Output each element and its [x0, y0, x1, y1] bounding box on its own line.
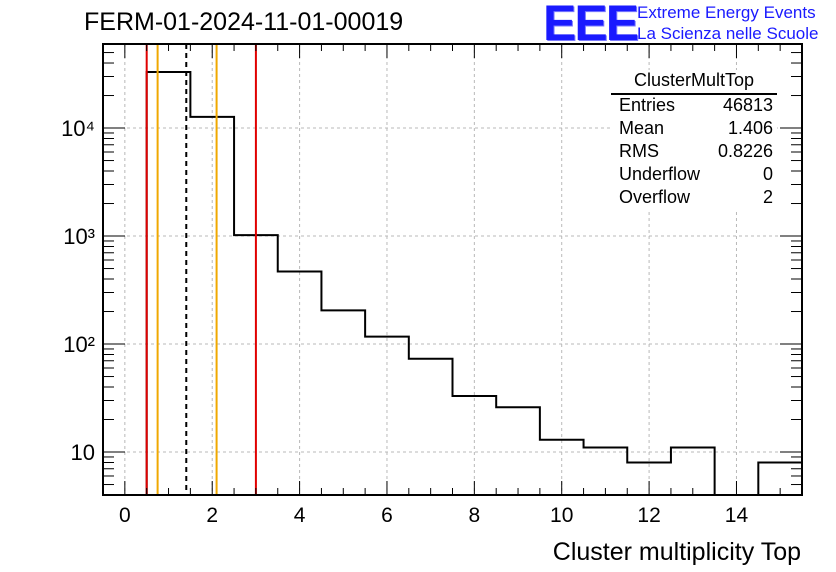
stats-label: Entries [619, 95, 676, 115]
marker-lines-layer [145, 44, 257, 495]
y-tick-label: 10 [71, 440, 95, 465]
stats-value: 1.406 [727, 118, 773, 138]
stats-label: Mean [619, 118, 665, 138]
y-ticks-layer: 10 10² 10³ 10⁴ [61, 43, 802, 496]
y-tick-label: 10² [63, 332, 95, 357]
x-tick-label: 4 [294, 504, 306, 527]
stats-label: Overflow [619, 187, 691, 207]
x-tick-label: 6 [381, 504, 393, 527]
x-tick-label: 14 [725, 504, 749, 527]
stats-value: 0.8226 [717, 141, 773, 161]
logo-line-2: La Scienza nelle Scuole [637, 24, 819, 43]
chart-title: FERM-01-2024-11-01-00019 [84, 8, 404, 36]
x-tick-label: 8 [469, 504, 481, 527]
stats-row: Overflow 2 [611, 187, 777, 210]
stats-box: ClusterMultTop Entries 46813 Mean 1.406 … [611, 70, 777, 210]
x-tick-label: 0 [119, 504, 131, 527]
x-ticks-layer: 0 2 4 6 8 10 12 14 [119, 44, 803, 527]
stats-box-name: ClusterMultTop [611, 70, 777, 95]
stats-row: Entries 46813 [611, 95, 777, 118]
y-tick-label: 10³ [63, 224, 95, 249]
stats-row: RMS 0.8226 [611, 141, 777, 164]
x-tick-label: 12 [637, 504, 660, 527]
stats-label: Underflow [619, 164, 701, 184]
x-axis-label: Cluster multiplicity Top [553, 538, 801, 566]
y-tick-label: 10⁴ [61, 116, 95, 141]
x-tick-label: 2 [206, 504, 218, 527]
logo-line-1: Extreme Energy Events [637, 3, 816, 22]
stats-row: Mean 1.406 [611, 118, 777, 141]
stats-value: 46813 [722, 95, 773, 115]
histogram-layer [103, 71, 802, 496]
stats-value: 2 [762, 187, 773, 207]
stats-row: Underflow 0 [611, 164, 777, 187]
eee-logo: EEE [543, 0, 639, 51]
x-tick-label: 10 [550, 504, 573, 527]
stats-label: RMS [619, 141, 659, 161]
stats-value: 0 [762, 164, 773, 184]
histogram-outline [103, 71, 802, 496]
